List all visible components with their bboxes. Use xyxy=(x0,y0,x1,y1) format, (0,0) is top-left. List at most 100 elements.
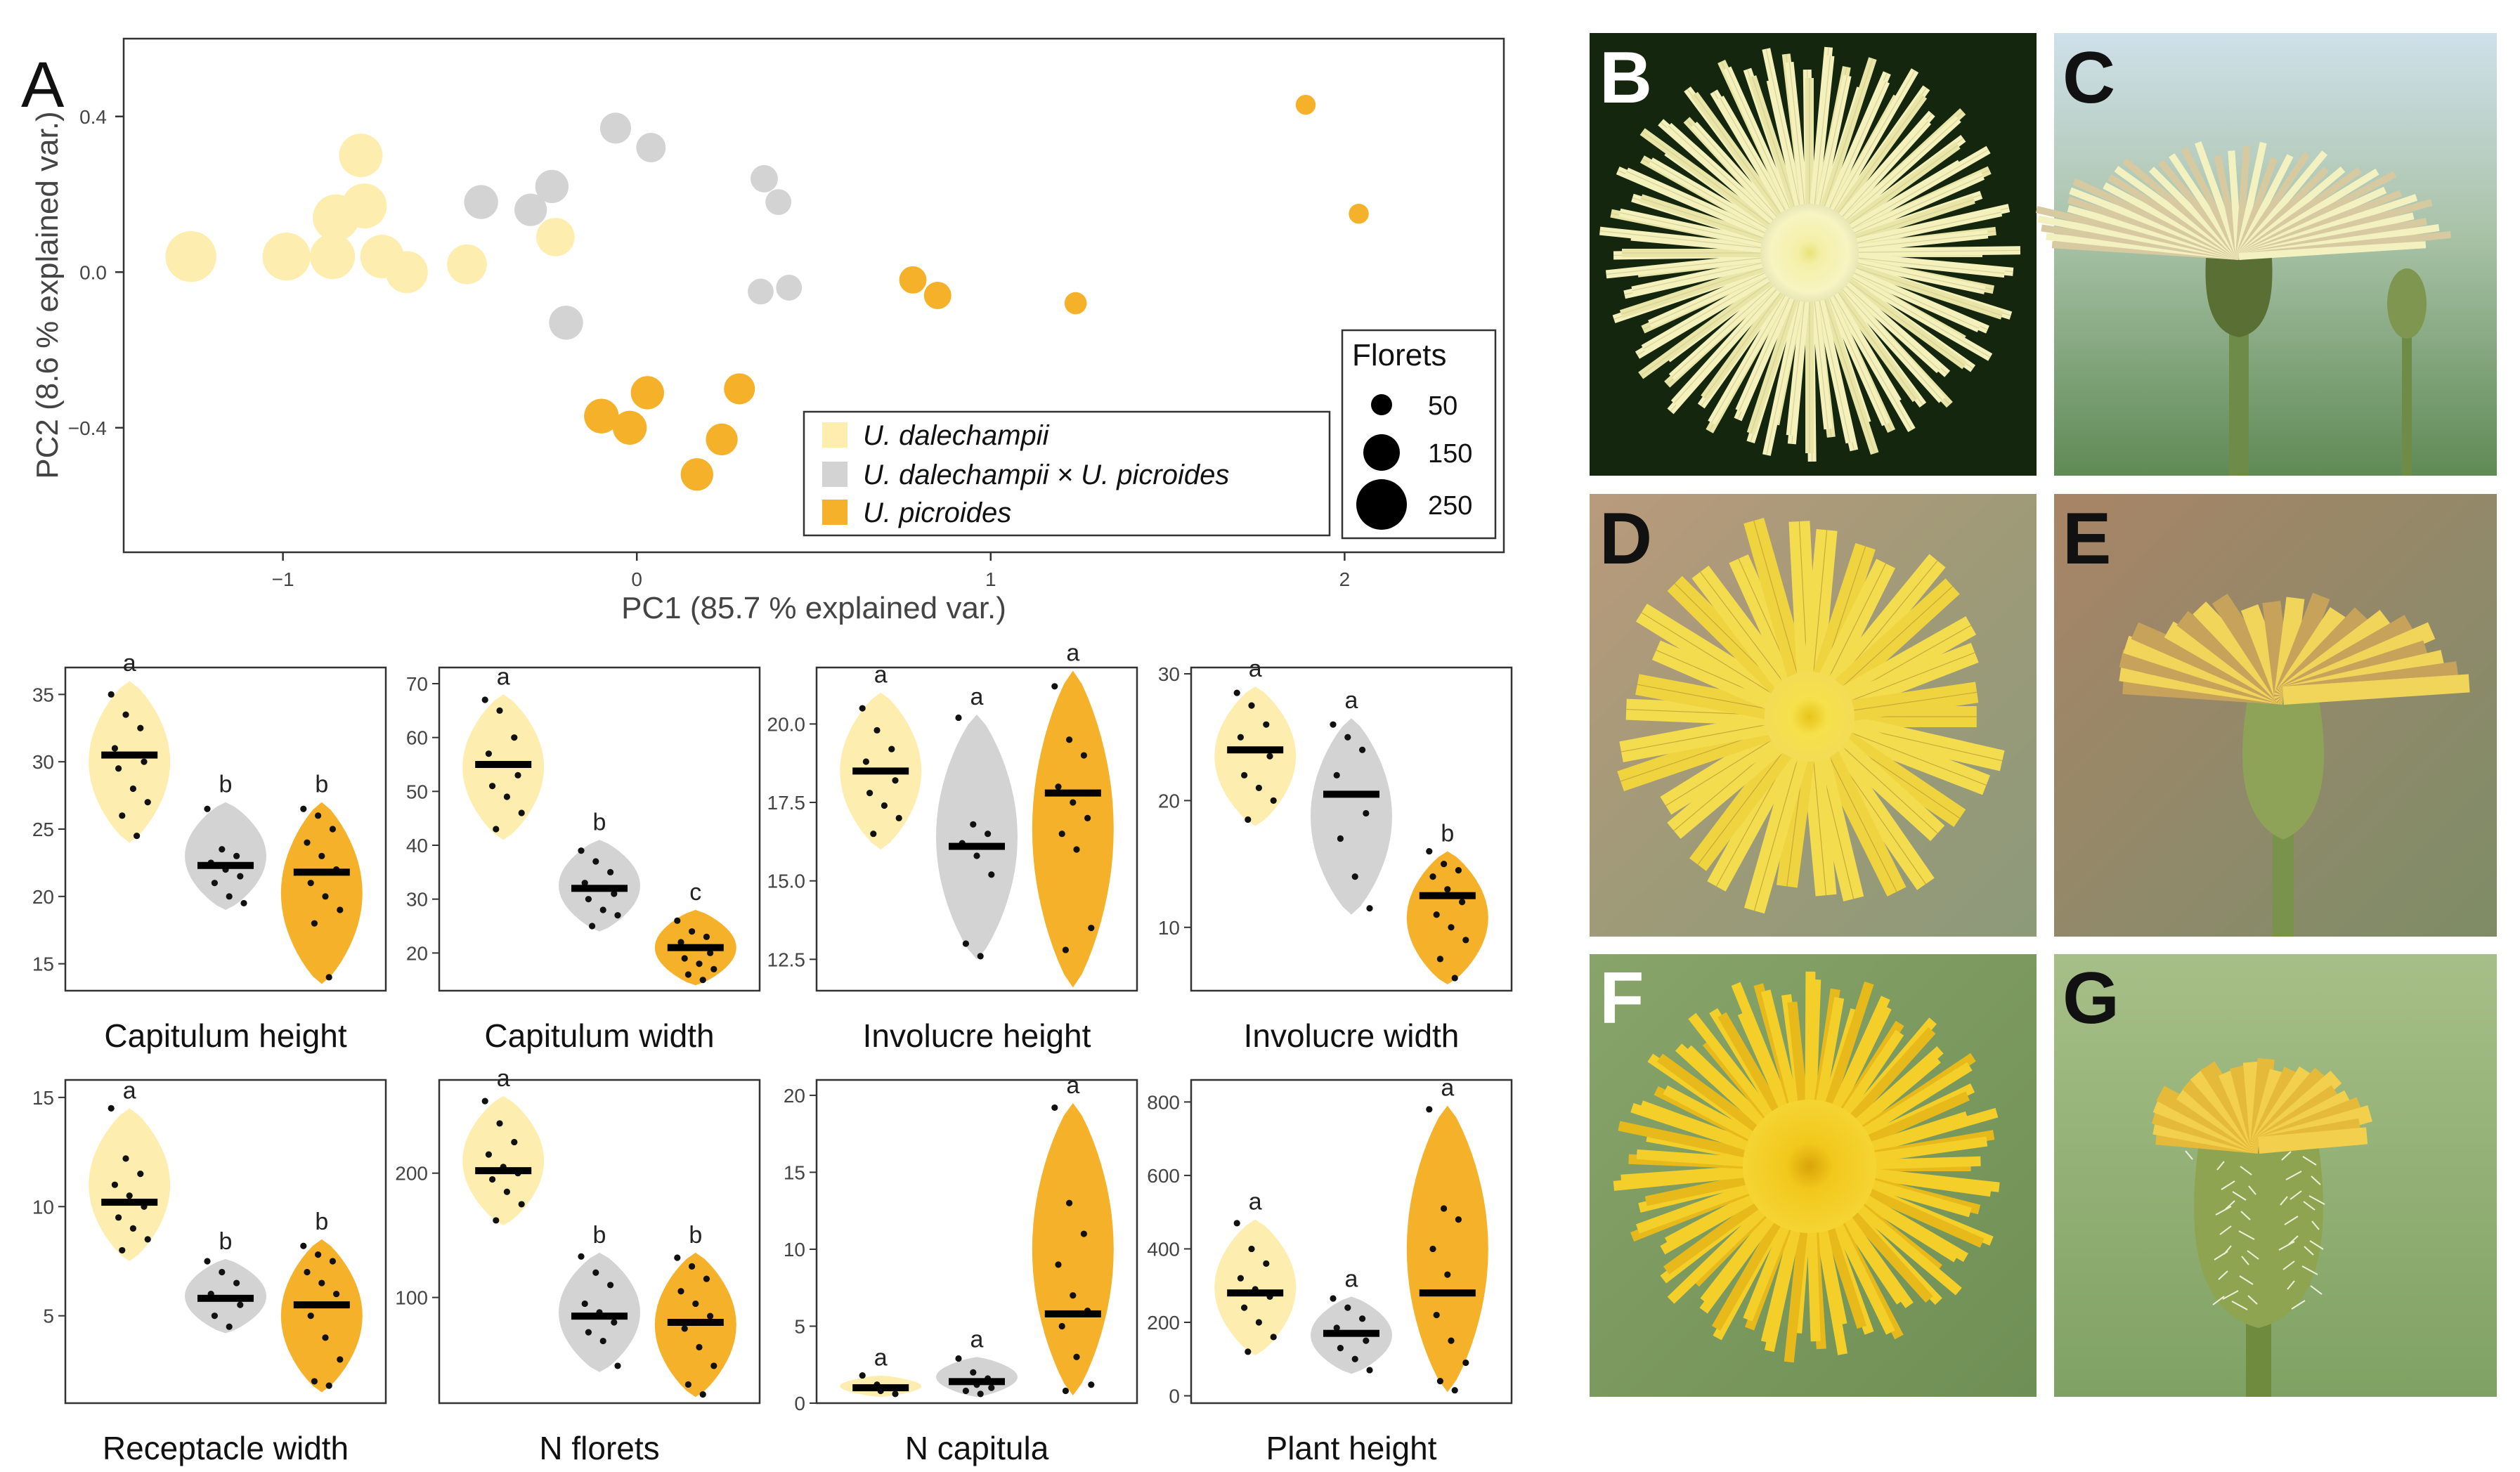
violin-data-point xyxy=(696,1343,703,1350)
ray-floret-vein xyxy=(1851,256,2005,274)
pca-y-tick-label: 0.4 xyxy=(79,106,107,128)
involucre-hair xyxy=(2284,1216,2299,1225)
ray-floret-vein xyxy=(1765,48,1802,212)
violin-y-tick-label: 20.0 xyxy=(767,713,806,735)
pca-point-hybrid xyxy=(751,164,778,193)
violin-title: Plant height xyxy=(1266,1430,1437,1466)
violin-data-point xyxy=(1366,1367,1373,1374)
legend-swatch-dalechampii xyxy=(822,422,847,448)
violin-data-point xyxy=(1433,1311,1440,1319)
violin-y-tick-label: 15 xyxy=(32,1087,54,1109)
violin-data-point xyxy=(1058,831,1065,838)
ray-floret-vein xyxy=(1637,684,1782,712)
pca-point-picroides xyxy=(724,373,755,405)
violin-y-tick-label: 100 xyxy=(395,1287,428,1309)
ray-floret-vein xyxy=(1821,58,1873,214)
photo-g: G xyxy=(2054,954,2497,1397)
ray-floret-vein xyxy=(1699,571,1793,695)
violin-data-point xyxy=(503,1188,511,1195)
violin-significance-letter: a xyxy=(970,1326,984,1353)
violin-data-point xyxy=(325,974,332,981)
violin-capitulum-width: 20 30 40 50 60 70 Capitulum width a b c xyxy=(406,663,761,1054)
pca-y-tick-label: 0.0 xyxy=(79,261,107,283)
ray-floret-vein xyxy=(1626,171,1772,237)
violin-data-point xyxy=(870,831,877,838)
violin-median-bar xyxy=(197,1294,254,1302)
violin-significance-letter: a xyxy=(1345,687,1358,714)
ray-floret-vein xyxy=(1632,261,1769,292)
violin-data-point xyxy=(955,714,962,722)
ray-floret xyxy=(2257,1127,2368,1154)
ray-floret-vein xyxy=(1843,145,1959,229)
pca-point-picroides xyxy=(680,458,713,491)
involucre-hair xyxy=(2239,1275,2254,1285)
involucre-hair xyxy=(2308,1195,2325,1205)
photo-d-flower-center xyxy=(1765,672,1855,762)
violin-involucre-height: 12.5 15.0 17.5 20.0 Involucre height a a a xyxy=(767,639,1138,1054)
violin-median-bar xyxy=(949,842,1005,850)
violin-data-point xyxy=(141,758,148,765)
violin-data-point xyxy=(318,852,325,859)
photo-d: D xyxy=(1590,494,2037,937)
violin-data-point xyxy=(1270,1334,1277,1341)
violin-data-point xyxy=(337,1356,344,1363)
pca-point-picroides xyxy=(899,266,927,294)
ray-floret-vein xyxy=(1837,121,1929,222)
violin-y-tick-label: 60 xyxy=(406,727,428,749)
violin-median-bar xyxy=(1227,746,1284,754)
violin-data-point xyxy=(1263,1260,1270,1267)
pca-point-dalechampii xyxy=(385,251,428,294)
violin-data-point xyxy=(707,949,714,956)
violin-significance-letter: a xyxy=(1249,1189,1262,1216)
violin-frame xyxy=(438,666,761,992)
violin-significance-letter: b xyxy=(219,1228,233,1255)
violin-data-point xyxy=(1241,1304,1248,1311)
violin-data-point xyxy=(973,852,980,859)
pca-x-tick-label: −1 xyxy=(272,568,294,590)
violin-data-point xyxy=(962,940,969,947)
violin-body-hybrid xyxy=(185,802,266,910)
violin-significance-letter: a xyxy=(123,1077,136,1104)
pca-x-tick-label: 0 xyxy=(631,568,642,590)
photo-e-ray-florets xyxy=(2119,592,2470,705)
involucre-hair xyxy=(2247,1250,2259,1260)
violin-title: Involucre height xyxy=(863,1017,1091,1054)
panel-letter-a: A xyxy=(21,49,65,121)
violin-data-point xyxy=(1051,683,1058,690)
violin-body-picroides xyxy=(280,802,363,984)
violin-data-point xyxy=(307,1313,314,1320)
violin-data-point xyxy=(1055,783,1062,790)
violin-data-point xyxy=(122,1155,129,1162)
ray-floret-vein xyxy=(1849,265,2003,316)
violin-data-point xyxy=(614,912,621,919)
violin-data-point xyxy=(237,1301,244,1308)
violin-data-point xyxy=(585,1329,592,1336)
violin-data-point xyxy=(1055,1261,1062,1268)
violin-data-point xyxy=(677,939,684,946)
violin-body-picroides xyxy=(1032,1102,1114,1395)
violin-data-point xyxy=(122,711,129,718)
pca-point-hybrid xyxy=(765,189,792,215)
violin-data-point xyxy=(211,1313,218,1320)
violin-data-point xyxy=(988,1384,995,1391)
violin-title: N capitula xyxy=(905,1430,1049,1466)
violin-data-point xyxy=(300,805,307,812)
ray-floret-vein xyxy=(1847,175,1983,237)
violin-data-point xyxy=(1451,975,1458,982)
violin-data-point xyxy=(689,1263,696,1270)
pca-point-picroides xyxy=(706,423,738,456)
ray-floret-vein xyxy=(1750,292,1798,434)
violin-data-point xyxy=(325,1382,332,1389)
involucre-hair xyxy=(2240,1211,2251,1220)
ray-floret-vein xyxy=(1619,212,1769,245)
violin-title: Receptacle width xyxy=(103,1430,349,1466)
violin-data-point xyxy=(137,724,144,731)
pca-point-picroides xyxy=(584,398,619,434)
pca-y-tick-label: −0.4 xyxy=(68,417,107,439)
involucre-hair xyxy=(2288,1235,2299,1245)
violin-data-point xyxy=(1462,1359,1469,1367)
violin-data-point xyxy=(1444,886,1451,893)
involucre-hair xyxy=(2302,1156,2317,1166)
involucre-hair xyxy=(2309,1240,2324,1250)
violin-y-tick-label: 15.0 xyxy=(767,871,806,892)
